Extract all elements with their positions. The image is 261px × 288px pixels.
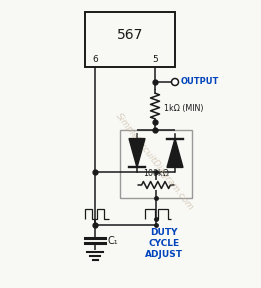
Polygon shape <box>129 139 145 167</box>
Circle shape <box>171 79 179 86</box>
Text: 5: 5 <box>152 56 158 65</box>
Text: DUTY
CYCLE
ADJUST: DUTY CYCLE ADJUST <box>145 228 183 259</box>
Bar <box>120 130 192 198</box>
Text: 567: 567 <box>117 28 143 42</box>
Bar <box>85 12 175 67</box>
Text: C₁: C₁ <box>107 236 118 245</box>
Text: 6: 6 <box>92 56 98 65</box>
Polygon shape <box>167 139 183 167</box>
Text: SimpleCircuitDiagram.com: SimpleCircuitDiagram.com <box>114 112 196 212</box>
Text: 1kΩ (MIN): 1kΩ (MIN) <box>164 103 204 113</box>
Text: OUTPUT: OUTPUT <box>181 77 220 86</box>
Text: 100kΩ: 100kΩ <box>143 169 169 178</box>
